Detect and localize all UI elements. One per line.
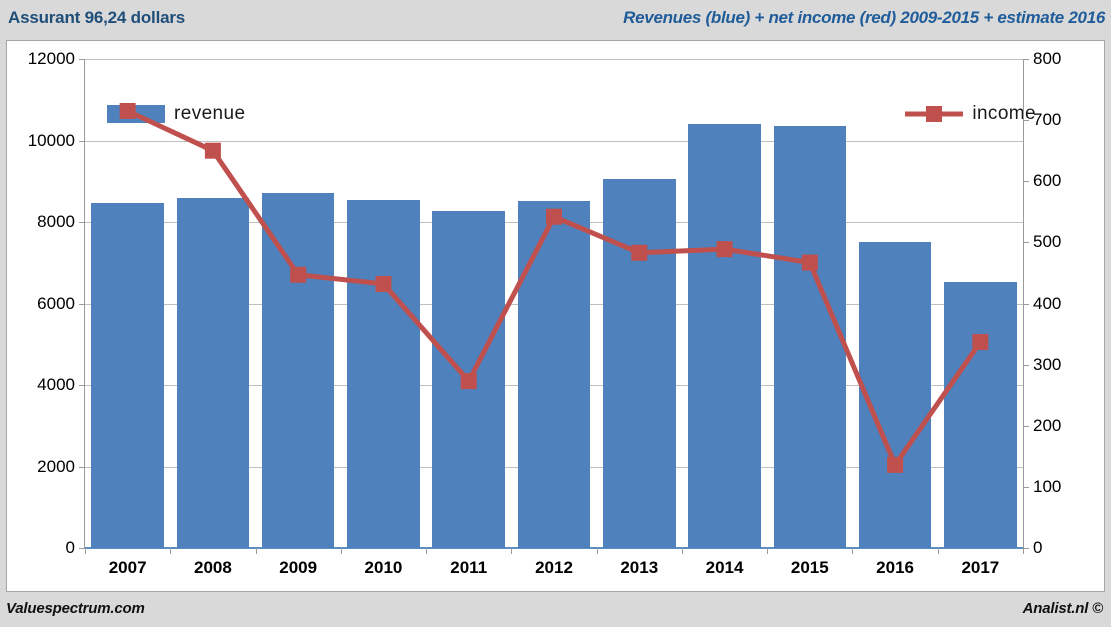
- y-left-tick-label-6000: 6000: [37, 293, 75, 313]
- y-right-tick-label-300: 300: [1033, 354, 1062, 374]
- x-tick: [852, 548, 854, 554]
- y-right-tick-600: [1023, 181, 1029, 183]
- bar-2016: [858, 241, 932, 548]
- x-tick-label-2012: 2012: [535, 558, 573, 577]
- x-tick-label-2017: 2017: [961, 558, 1000, 577]
- bar-2008: [176, 197, 250, 548]
- y-left-tick-4000: [79, 385, 85, 386]
- footer-source-label: Valuespectrum.com: [6, 600, 145, 617]
- x-tick-label-2010: 2010: [364, 558, 403, 577]
- footer-bar: Valuespectrum.com Analist.nl ©: [0, 592, 1111, 627]
- bar-2017: [944, 282, 1017, 548]
- x-tick: [1023, 548, 1024, 554]
- y-left-tick-10000: [79, 140, 85, 142]
- x-tick-label-2013: 2013: [620, 558, 659, 577]
- legend-label-income: income: [972, 103, 1036, 124]
- x-tick: [596, 548, 598, 554]
- income-marker-2008: [204, 142, 221, 159]
- bar-2010: [347, 200, 420, 548]
- y-left-tick-label-12000: 12000: [27, 49, 75, 68]
- y-right-tick-label-400: 400: [1033, 293, 1062, 313]
- x-tick-label-2009: 2009: [279, 558, 318, 577]
- y-right-tick-label-0: 0: [1033, 538, 1043, 557]
- bar-2013: [603, 178, 676, 548]
- footer-copyright-label: Analist.nl ©: [1022, 600, 1104, 617]
- y-left-tick-label-10000: 10000: [27, 130, 75, 150]
- x-tick-label-2007: 2007: [108, 558, 147, 577]
- y-left-tick-label-8000: 8000: [37, 212, 75, 231]
- y-right-tick-100: [1023, 486, 1029, 488]
- y-right-tick-200: [1023, 425, 1029, 427]
- bar-2014: [688, 124, 761, 548]
- y-left-tick-label-4000: 4000: [37, 375, 75, 394]
- y-right-tick-label-700: 700: [1033, 110, 1062, 130]
- x-tick-label-2015: 2015: [790, 558, 829, 577]
- x-tick: [340, 548, 342, 554]
- x-tick: [85, 548, 86, 554]
- bar-2007: [91, 203, 164, 548]
- x-tick: [255, 548, 257, 554]
- y-right-tick-0: [1023, 548, 1029, 549]
- y-right-tick-label-500: 500: [1033, 232, 1062, 252]
- y-right-tick-400: [1023, 303, 1029, 305]
- y-right-tick-500: [1023, 242, 1029, 244]
- plot-area: 0 2000 4000 6000 8000 10000 12000 0 100 200 300 40…: [28, 49, 1062, 577]
- y-left-tick-label-2000: 2000: [37, 456, 75, 476]
- x-tick: [170, 548, 172, 554]
- chart-title: Revenues (blue) + net income (red) 2009-…: [623, 8, 1105, 27]
- y-left-tick-label-0: 0: [65, 538, 75, 557]
- x-tick: [767, 548, 769, 554]
- x-axis-line: [85, 547, 1023, 549]
- x-tick: [426, 548, 428, 554]
- x-tick: [937, 548, 939, 554]
- x-tick-label-2008: 2008: [193, 558, 232, 577]
- y-right-tick-300: [1023, 364, 1029, 366]
- y-left-tick-6000: [79, 303, 85, 305]
- bar-2009: [261, 192, 335, 548]
- header-bar: Assurant 96,24 dollars Revenues (blue) +…: [0, 0, 1111, 40]
- y-left-tick-12000: [79, 59, 85, 60]
- y-right-tick-label-100: 100: [1033, 476, 1062, 496]
- bar-2011: [432, 210, 505, 548]
- gridline: [85, 140, 1023, 142]
- x-tick: [511, 548, 513, 554]
- y-right-tick-800: [1023, 59, 1029, 60]
- x-tick-label-2016: 2016: [876, 558, 914, 577]
- bar-2015: [773, 126, 847, 548]
- y-right-tick-label-200: 200: [1033, 415, 1062, 435]
- bar-2012: [517, 200, 591, 548]
- page-title: Assurant 96,24 dollars: [8, 8, 186, 27]
- income-marker-2007: [119, 102, 136, 119]
- chart-panel: revenue income 0 2000 4000 6000 8000 10000 120…: [6, 40, 1105, 592]
- y-left-tick-0: [79, 548, 85, 549]
- x-tick-label-2011: 2011: [450, 558, 488, 577]
- x-tick-label-2014: 2014: [705, 558, 744, 577]
- y-right-tick-label-800: 800: [1033, 49, 1062, 68]
- y-right-tick-label-600: 600: [1033, 171, 1062, 191]
- y-right-tick-700: [1023, 120, 1029, 122]
- gridline: [85, 59, 1023, 60]
- y-left-tick-2000: [79, 466, 85, 468]
- y-left-tick-8000: [79, 222, 85, 223]
- x-tick: [681, 548, 683, 554]
